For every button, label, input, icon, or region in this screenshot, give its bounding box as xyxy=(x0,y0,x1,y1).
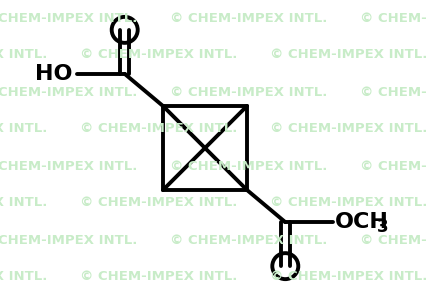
Text: © CHEM-IMPEX INTL.: © CHEM-IMPEX INTL. xyxy=(170,234,327,246)
Text: © CHEM-IMPEX INTL.: © CHEM-IMPEX INTL. xyxy=(80,122,237,135)
Text: © CHEM-IMPEX INTL.: © CHEM-IMPEX INTL. xyxy=(270,122,426,135)
Text: HO: HO xyxy=(35,64,73,84)
Text: © CHEM-IMPEX INTL.: © CHEM-IMPEX INTL. xyxy=(360,11,426,25)
Text: 3: 3 xyxy=(377,218,389,236)
Text: © CHEM-IMPEX INTL.: © CHEM-IMPEX INTL. xyxy=(270,270,426,284)
Text: © CHEM-IMPEX INTL.: © CHEM-IMPEX INTL. xyxy=(170,86,327,98)
Text: © CHEM-IMPEX INTL.: © CHEM-IMPEX INTL. xyxy=(170,11,327,25)
Text: © CHEM-IMPEX INTL.: © CHEM-IMPEX INTL. xyxy=(360,159,426,173)
Text: © CHEM-IMPEX INTL.: © CHEM-IMPEX INTL. xyxy=(0,159,137,173)
Text: OCH: OCH xyxy=(335,212,389,232)
Text: © CHEM-IMPEX INTL.: © CHEM-IMPEX INTL. xyxy=(0,49,47,62)
Text: © CHEM-IMPEX INTL.: © CHEM-IMPEX INTL. xyxy=(80,49,237,62)
Text: © CHEM-IMPEX INTL.: © CHEM-IMPEX INTL. xyxy=(0,11,137,25)
Text: © CHEM-IMPEX INTL.: © CHEM-IMPEX INTL. xyxy=(0,234,137,246)
Text: © CHEM-IMPEX INTL.: © CHEM-IMPEX INTL. xyxy=(360,86,426,98)
Text: © CHEM-IMPEX INTL.: © CHEM-IMPEX INTL. xyxy=(270,49,426,62)
Text: © CHEM-IMPEX INTL.: © CHEM-IMPEX INTL. xyxy=(170,159,327,173)
Text: © CHEM-IMPEX INTL.: © CHEM-IMPEX INTL. xyxy=(360,234,426,246)
Text: © CHEM-IMPEX INTL.: © CHEM-IMPEX INTL. xyxy=(270,197,426,209)
Text: © CHEM-IMPEX INTL.: © CHEM-IMPEX INTL. xyxy=(0,270,47,284)
Text: © CHEM-IMPEX INTL.: © CHEM-IMPEX INTL. xyxy=(80,197,237,209)
Text: © CHEM-IMPEX INTL.: © CHEM-IMPEX INTL. xyxy=(80,270,237,284)
Text: © CHEM-IMPEX INTL.: © CHEM-IMPEX INTL. xyxy=(0,86,137,98)
Text: © CHEM-IMPEX INTL.: © CHEM-IMPEX INTL. xyxy=(0,197,47,209)
Text: © CHEM-IMPEX INTL.: © CHEM-IMPEX INTL. xyxy=(0,122,47,135)
